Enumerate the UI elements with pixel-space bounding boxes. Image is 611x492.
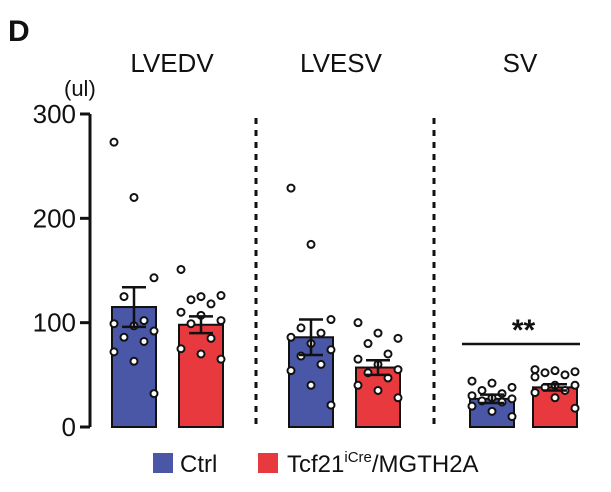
group-separators [254,118,436,427]
point-tcf21-sv-1 [530,365,540,375]
point-ctrl-lvedv-11 [109,347,119,357]
point-ctrl-sv-4 [477,385,487,395]
point-tcf21-sv-4 [540,368,550,378]
significance-annotations: ** [462,314,580,347]
category-label-lvesv: LVESV [300,48,383,78]
point-ctrl-lvedv-1 [109,137,119,147]
point-ctrl-lvedv-10 [139,336,149,346]
point-tcf21-sv-3 [570,367,580,377]
point-tcf21-sv-11 [530,388,540,398]
y-tick-label-0: 0 [62,412,76,442]
point-tcf21-lvesv-12 [373,385,383,395]
point-tcf21-lvesv-2 [373,328,383,338]
point-tcf21-lvesv-1 [353,318,363,328]
point-tcf21-lvesv-5 [383,349,393,359]
point-ctrl-sv-6 [467,391,477,401]
bar-tcf21-lvesv [355,366,401,428]
point-ctrl-lvedv-12 [129,356,139,366]
point-tcf21-sv-12 [550,393,560,403]
point-tcf21-lvedv-6 [176,307,186,317]
category-labels: LVEDV LVESV SV [130,48,538,78]
point-ctrl-sv-2 [487,378,497,388]
point-tcf21-lvedv-2 [196,292,206,302]
point-ctrl-lvesv-11 [286,366,296,376]
point-tcf21-lvesv-8 [393,365,403,375]
legend-label-ctrl: Ctrl [180,451,217,478]
point-ctrl-lvesv-1 [286,183,296,193]
point-tcf21-lvesv-11 [353,380,363,390]
point-ctrl-sv-3 [507,382,517,392]
point-tcf21-lvedv-4 [186,295,196,305]
point-tcf21-lvesv-4 [363,339,373,349]
legend-swatch-tcf21 [258,453,278,473]
bars [111,306,578,429]
point-ctrl-lvedv-4 [119,292,129,302]
point-tcf21-lvesv-3 [393,333,403,343]
point-tcf21-lvedv-9 [186,319,196,329]
point-ctrl-sv-12 [487,406,497,416]
point-ctrl-lvesv-4 [296,323,306,333]
point-ctrl-lvesv-8 [326,345,336,355]
point-tcf21-lvedv-3 [216,291,226,301]
point-ctrl-sv-11 [467,401,477,411]
point-ctrl-sv-8 [507,394,517,404]
panel-label: D [8,15,30,48]
point-tcf21-lvesv-6 [353,354,363,364]
point-tcf21-lvedv-11 [176,344,186,354]
legend-label-tcf21-suffix: /MGTH2A [372,451,479,478]
category-label-sv: SV [503,48,538,78]
point-tcf21-lvedv-12 [196,349,206,359]
point-tcf21-lvedv-8 [216,316,226,326]
y-tick-label-300: 300 [33,99,76,129]
point-tcf21-lvedv-10 [206,333,216,343]
error-bars [122,285,567,405]
point-tcf21-sv-13 [570,403,580,413]
point-tcf21-lvedv-13 [216,354,226,364]
point-ctrl-lvedv-13 [149,389,159,399]
y-tick-label-200: 200 [33,203,76,233]
point-ctrl-lvedv-6 [109,319,119,329]
point-tcf21-lvedv-5 [206,299,216,309]
bar-tcf21-lvedv [178,323,224,428]
legend-label-tcf21-superscript: iCre [344,449,372,466]
point-ctrl-lvesv-12 [306,380,316,390]
y-unit-label: (ul) [64,76,96,101]
point-ctrl-lvesv-13 [326,400,336,410]
point-ctrl-lvedv-5 [139,316,149,326]
point-tcf21-sv-2 [550,366,560,376]
point-ctrl-lvesv-5 [316,328,326,338]
point-ctrl-lvesv-10 [316,359,326,369]
y-tick-label-100: 100 [33,308,76,338]
point-tcf21-sv-5 [560,370,570,380]
point-tcf21-lvesv-13 [393,393,403,403]
point-ctrl-lvedv-2 [129,192,139,202]
data-points [109,137,580,422]
point-ctrl-sv-1 [467,376,477,386]
point-tcf21-sv-6 [530,372,540,382]
y-axis: 0 100 200 300 [33,99,92,442]
significance-stars-sv: ** [512,314,536,347]
legend-label-tcf21: Tcf21iCre/MGTH2A [287,449,479,478]
point-ctrl-lvesv-6 [286,332,296,342]
legend-swatch-ctrl [153,453,173,473]
point-ctrl-lvedv-9 [119,332,129,342]
point-ctrl-sv-13 [507,412,517,422]
point-ctrl-lvesv-2 [306,239,316,249]
category-label-lvedv: LVEDV [130,48,214,78]
point-ctrl-lvedv-3 [149,273,159,283]
point-ctrl-lvedv-8 [149,326,159,336]
legend: Ctrl Tcf21iCre/MGTH2A [153,449,479,478]
point-tcf21-lvedv-1 [176,264,186,274]
legend-label-tcf21-main: Tcf21 [287,451,344,478]
point-ctrl-lvesv-3 [326,315,336,325]
point-tcf21-sv-8 [570,380,580,390]
